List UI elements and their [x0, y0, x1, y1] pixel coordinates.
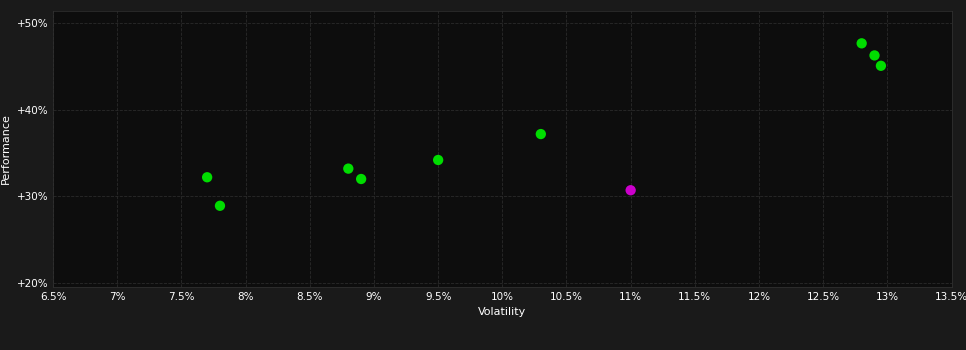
Point: [854, 41, 869, 46]
X-axis label: Volatility: Volatility: [478, 307, 526, 317]
Point: [199, 174, 214, 180]
Point: [623, 188, 639, 193]
Point: [867, 52, 882, 58]
Point: [431, 157, 446, 163]
Point: [873, 63, 889, 69]
Point: [533, 131, 549, 137]
Y-axis label: Performance: Performance: [1, 113, 11, 184]
Point: [341, 166, 356, 172]
Point: [213, 203, 228, 209]
Point: [354, 176, 369, 182]
